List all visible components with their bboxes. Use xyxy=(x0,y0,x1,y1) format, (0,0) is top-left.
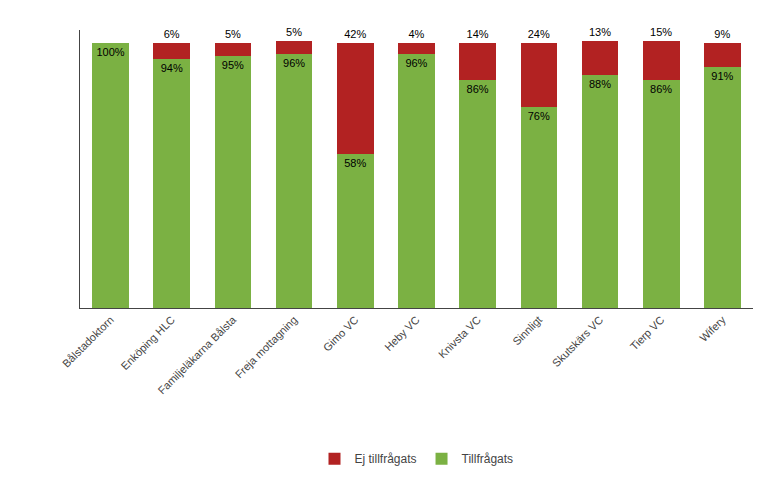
svg-text:42%: 42% xyxy=(344,28,366,40)
svg-text:91%: 91% xyxy=(711,70,733,82)
svg-text:Tierp VC: Tierp VC xyxy=(628,313,667,352)
svg-text:24%: 24% xyxy=(528,28,550,40)
svg-text:100%: 100% xyxy=(96,46,124,58)
svg-text:Skutskärs VC: Skutskärs VC xyxy=(550,313,606,369)
svg-text:Familjeläkarna Bålsta: Familjeläkarna Bålsta xyxy=(155,313,238,396)
svg-text:Freja mottagning: Freja mottagning xyxy=(233,314,300,381)
svg-text:Heby VC: Heby VC xyxy=(382,313,422,353)
svg-text:5%: 5% xyxy=(286,26,302,38)
svg-text:95%: 95% xyxy=(222,59,244,71)
svg-text:Sinnligt: Sinnligt xyxy=(510,314,544,348)
svg-text:15%: 15% xyxy=(650,26,672,38)
svg-text:86%: 86% xyxy=(467,83,489,95)
svg-text:58%: 58% xyxy=(344,157,366,169)
svg-text:Wifery: Wifery xyxy=(697,313,728,344)
svg-text:6%: 6% xyxy=(164,28,180,40)
svg-text:Knivsta VC: Knivsta VC xyxy=(436,313,483,360)
svg-text:13%: 13% xyxy=(589,26,611,38)
svg-text:Bålstadoktorn: Bålstadoktorn xyxy=(60,314,116,370)
svg-text:76%: 76% xyxy=(528,110,550,122)
svg-text:Enköping HLC: Enköping HLC xyxy=(118,313,177,372)
svg-text:96%: 96% xyxy=(283,57,305,69)
svg-text:4%: 4% xyxy=(408,28,424,40)
svg-text:Gimo VC: Gimo VC xyxy=(321,313,361,353)
svg-text:96%: 96% xyxy=(405,57,427,69)
svg-text:86%: 86% xyxy=(650,83,672,95)
svg-text:94%: 94% xyxy=(161,62,183,74)
svg-text:5%: 5% xyxy=(225,28,241,40)
svg-text:Tillfrågats: Tillfrågats xyxy=(462,452,514,466)
svg-text:Ej tillfrågats: Ej tillfrågats xyxy=(355,452,417,466)
svg-text:88%: 88% xyxy=(589,78,611,90)
svg-text:9%: 9% xyxy=(714,28,730,40)
svg-text:14%: 14% xyxy=(467,28,489,40)
